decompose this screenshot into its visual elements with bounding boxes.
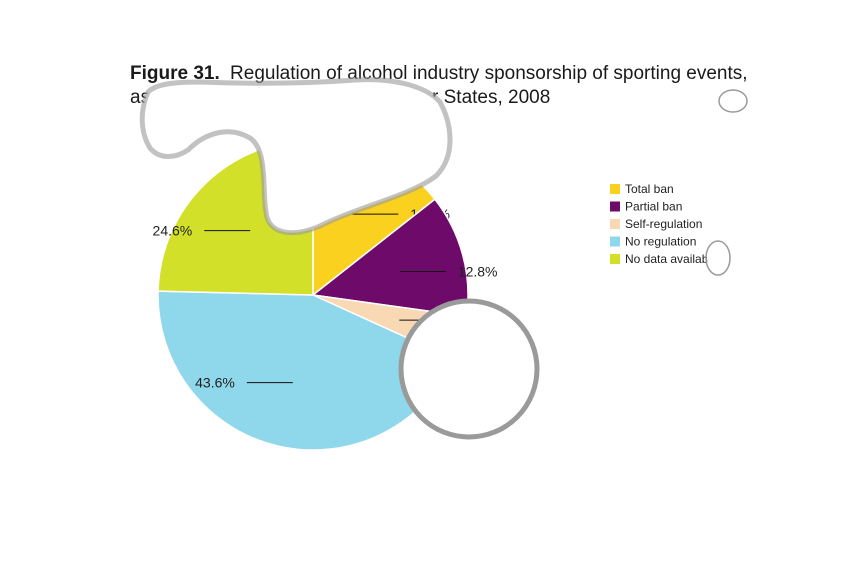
pie-slice-no-data-available (157, 139, 314, 296)
legend-swatch-no-regulation (610, 236, 620, 247)
pie-slice-no-regulation (157, 290, 456, 451)
data-label-no-regulation: 43.6% (195, 375, 235, 391)
pie-slice-partial-ban (311, 198, 469, 318)
data-label-self-regulation: 4.6% (457, 312, 489, 328)
legend-label-partial-ban: Partial ban (625, 200, 682, 214)
legend-swatch-no-data-available (610, 254, 620, 264)
ring-circle (398, 298, 540, 440)
ring-small-side (705, 240, 731, 276)
legend-swatch-partial-ban (610, 201, 620, 212)
legend: Total ban Partial ban Self-regulation No re… (610, 182, 718, 266)
chart-panel: Figure 31. Regulation of alcohol industr… (108, 35, 759, 478)
legend-label-no-data-available: No data available (625, 252, 718, 266)
data-label-no-data-available: 24.6% (153, 223, 193, 239)
pie-slice-total-ban (312, 139, 436, 297)
chart-title-line2: as a percentage of all WHO Member States… (130, 87, 550, 108)
legend-label-total-ban: Total ban (625, 182, 674, 196)
legend-swatch-self-regulation (610, 219, 620, 229)
data-label-partial-ban: 12.8% (458, 264, 498, 280)
legend-swatch-total-ban (610, 184, 620, 194)
ring-small-top (718, 89, 748, 113)
mask-rings (139, 77, 748, 440)
ring-blob (139, 77, 453, 236)
legend-label-self-regulation: Self-regulation (625, 217, 702, 231)
pie-chart: 14.4%12.8%4.6%43.6%24.6% (153, 139, 498, 451)
legend-label-no-regulation: No regulation (625, 235, 696, 249)
